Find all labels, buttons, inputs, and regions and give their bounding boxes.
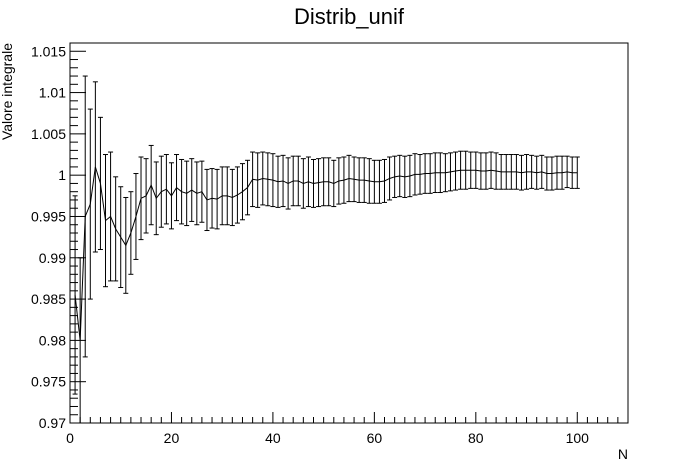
x-tick-label: 20 — [164, 430, 180, 446]
x-tick-label: 100 — [566, 430, 590, 446]
y-tick-label: 1.005 — [31, 126, 66, 142]
plot-frame — [69, 42, 629, 424]
x-axis: 0 20 40 60 80 100 — [66, 412, 629, 446]
y-axis: 0.97 0.975 0.98 0.985 0.99 0.995 1 1.005 1.01 1.0… — [31, 42, 86, 431]
error-bars — [72, 75, 580, 424]
error-bar — [72, 195, 78, 395]
y-tick-label: 0.985 — [31, 291, 66, 307]
x-tick-label: 0 — [66, 430, 74, 446]
y-tick-label: 0.98 — [39, 332, 66, 348]
y-tick-label: 0.995 — [31, 208, 66, 224]
x-axis-title: N — [618, 446, 628, 462]
y-tick-label: 0.99 — [39, 250, 66, 266]
x-tick-label: 40 — [265, 430, 281, 446]
y-tick-label: 1 — [58, 167, 66, 183]
x-tick-label: 80 — [468, 430, 484, 446]
y-tick-label: 1.01 — [39, 85, 66, 101]
x-tick-label: 60 — [367, 430, 383, 446]
y-axis-title: Valore integrale — [0, 43, 15, 140]
y-tick-label: 0.97 — [39, 415, 66, 431]
chart-title: Distrib_unif — [294, 4, 405, 29]
series-line — [74, 166, 578, 341]
error-bar — [574, 156, 580, 189]
y-tick-label: 0.975 — [31, 374, 66, 390]
y-tick-label: 1.015 — [31, 43, 66, 59]
